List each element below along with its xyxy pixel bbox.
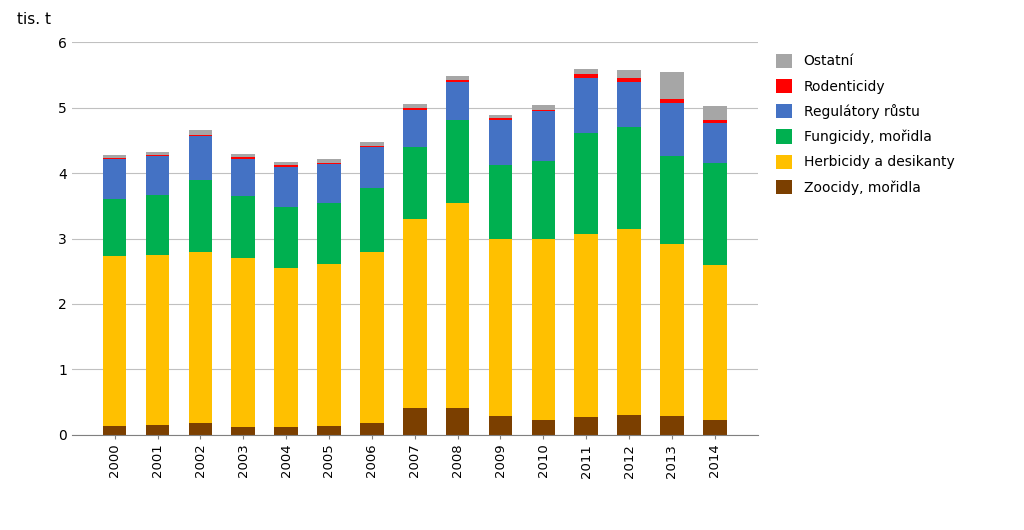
- Bar: [402, 409, 427, 435]
- Bar: [660, 99, 684, 102]
- Bar: [145, 255, 169, 426]
- Bar: [445, 81, 469, 82]
- Bar: [703, 120, 727, 123]
- Bar: [402, 147, 427, 219]
- Bar: [317, 163, 341, 164]
- Bar: [102, 158, 126, 160]
- Bar: [574, 234, 598, 417]
- Bar: [445, 76, 469, 81]
- Bar: [445, 120, 469, 202]
- Bar: [317, 164, 341, 203]
- Bar: [574, 69, 598, 74]
- Bar: [188, 130, 212, 135]
- Bar: [574, 78, 598, 132]
- Bar: [231, 154, 255, 157]
- Bar: [703, 420, 727, 435]
- Bar: [402, 104, 427, 108]
- Bar: [102, 199, 126, 256]
- Bar: [660, 416, 684, 435]
- Bar: [231, 157, 255, 159]
- Bar: [488, 416, 512, 435]
- Legend: Ostatní, Rodenticidy, Regulátory růstu, Fungicidy, mořidla, Herbicidy a desikant: Ostatní, Rodenticidy, Regulátory růstu, …: [771, 49, 958, 199]
- Bar: [660, 102, 684, 156]
- Bar: [317, 426, 341, 435]
- Bar: [660, 156, 684, 244]
- Bar: [188, 252, 212, 423]
- Bar: [360, 252, 384, 423]
- Bar: [102, 426, 126, 435]
- Bar: [660, 244, 684, 416]
- Bar: [574, 74, 598, 78]
- Bar: [617, 82, 641, 127]
- Bar: [402, 110, 427, 147]
- Bar: [188, 135, 212, 136]
- Bar: [402, 219, 427, 409]
- Bar: [188, 136, 212, 180]
- Bar: [274, 166, 298, 207]
- Bar: [274, 427, 298, 435]
- Bar: [274, 162, 298, 165]
- Bar: [317, 160, 341, 163]
- Bar: [445, 409, 469, 435]
- Bar: [231, 196, 255, 258]
- Bar: [488, 118, 512, 120]
- Bar: [445, 202, 469, 409]
- Bar: [531, 161, 555, 238]
- Bar: [488, 165, 512, 238]
- Bar: [402, 108, 427, 110]
- Bar: [145, 155, 169, 156]
- Bar: [231, 159, 255, 196]
- Bar: [531, 110, 555, 111]
- Bar: [531, 111, 555, 161]
- Bar: [274, 207, 298, 268]
- Bar: [531, 105, 555, 110]
- Bar: [574, 132, 598, 234]
- Bar: [274, 165, 298, 166]
- Bar: [102, 160, 126, 199]
- Bar: [703, 107, 727, 120]
- Bar: [317, 264, 341, 426]
- Bar: [488, 115, 512, 118]
- Bar: [360, 147, 384, 188]
- Bar: [145, 196, 169, 255]
- Bar: [231, 427, 255, 435]
- Text: tis. t: tis. t: [16, 12, 51, 26]
- Bar: [617, 70, 641, 78]
- Bar: [360, 143, 384, 146]
- Bar: [703, 264, 727, 420]
- Bar: [360, 188, 384, 252]
- Bar: [231, 258, 255, 427]
- Bar: [274, 268, 298, 427]
- Bar: [703, 123, 727, 163]
- Bar: [617, 127, 641, 229]
- Bar: [617, 415, 641, 435]
- Bar: [531, 420, 555, 435]
- Bar: [145, 152, 169, 155]
- Bar: [360, 146, 384, 147]
- Bar: [360, 423, 384, 435]
- Bar: [445, 82, 469, 120]
- Bar: [145, 156, 169, 196]
- Bar: [188, 180, 212, 252]
- Bar: [574, 417, 598, 435]
- Bar: [145, 426, 169, 435]
- Bar: [102, 256, 126, 426]
- Bar: [660, 72, 684, 99]
- Bar: [488, 120, 512, 165]
- Bar: [188, 423, 212, 435]
- Bar: [102, 155, 126, 158]
- Bar: [531, 238, 555, 420]
- Bar: [617, 229, 641, 415]
- Bar: [488, 238, 512, 416]
- Bar: [703, 163, 727, 264]
- Bar: [617, 78, 641, 82]
- Bar: [317, 203, 341, 264]
